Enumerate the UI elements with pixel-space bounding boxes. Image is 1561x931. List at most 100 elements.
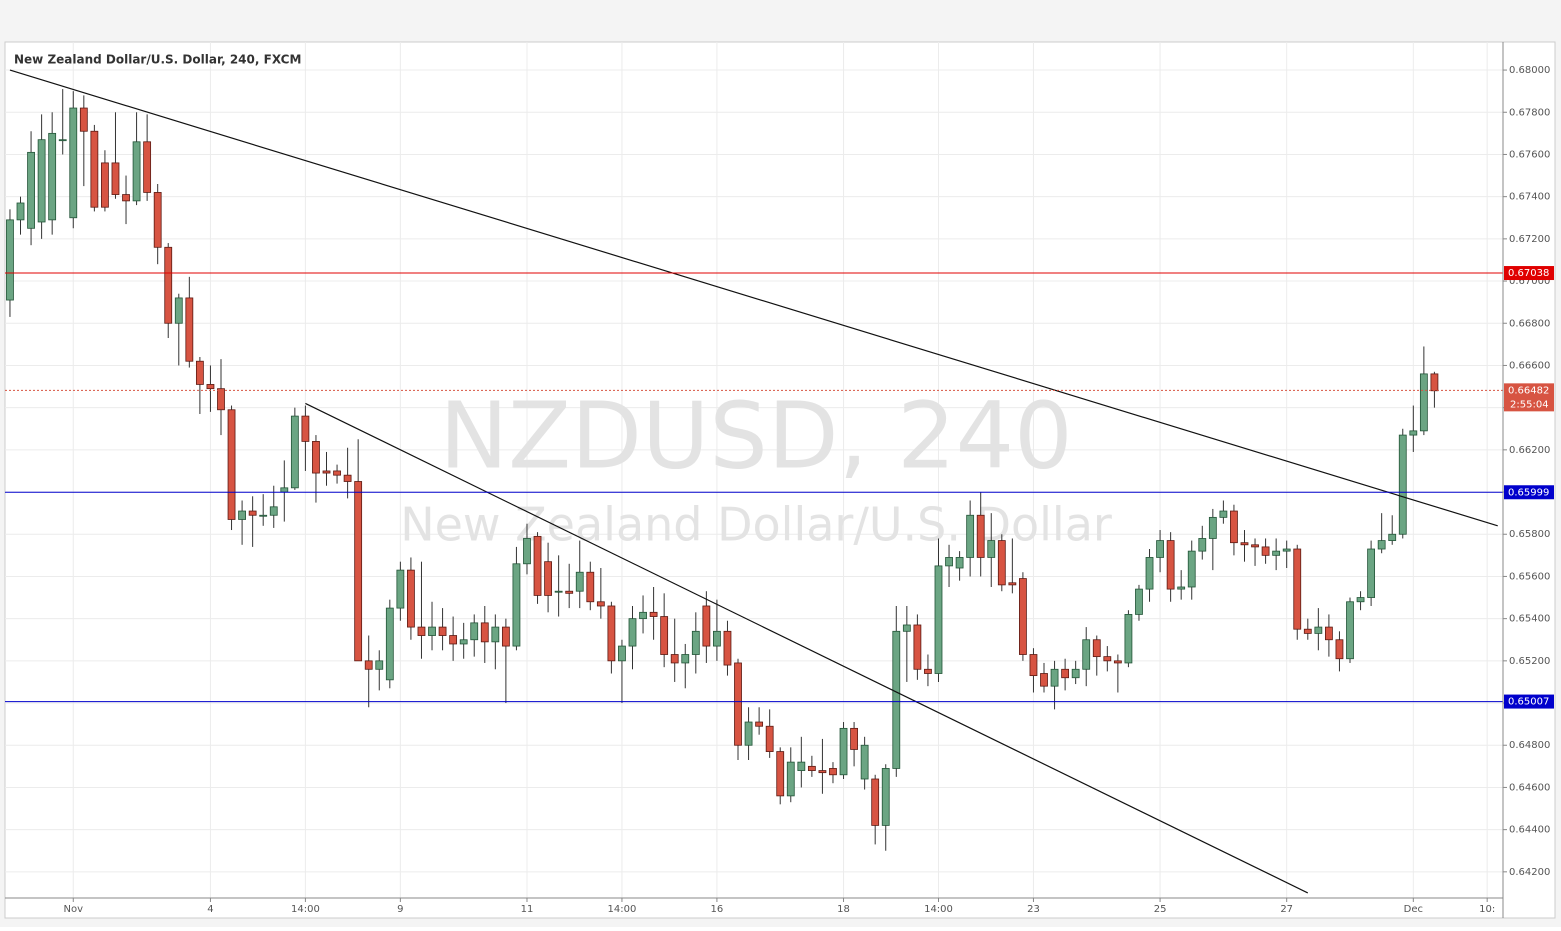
candle-body xyxy=(797,761,806,771)
candle-body xyxy=(1367,548,1376,598)
candle-body xyxy=(966,514,975,558)
candle-body xyxy=(512,563,521,647)
y-tick-label: 0.64400 xyxy=(1509,825,1550,836)
current-price-bg xyxy=(1504,383,1554,412)
candle-body xyxy=(1419,373,1428,432)
candle-body xyxy=(396,569,405,609)
level-label-bg xyxy=(1504,485,1554,500)
x-tick-label: 27 xyxy=(1280,904,1293,915)
candle-body xyxy=(333,470,341,476)
candle-body xyxy=(407,569,415,628)
candle-body xyxy=(1261,546,1270,556)
candle-body xyxy=(37,139,46,223)
candle-body xyxy=(1324,626,1333,641)
candle-body xyxy=(290,415,299,489)
candle-body xyxy=(533,535,542,596)
candle-body xyxy=(776,751,785,797)
candle-body xyxy=(913,624,922,670)
candle-body xyxy=(1145,557,1154,590)
candle-body xyxy=(1082,639,1091,670)
candle-body xyxy=(1050,668,1059,687)
y-tick-label: 0.67000 xyxy=(1509,276,1550,287)
candle-body xyxy=(734,662,742,746)
candle-body xyxy=(470,622,479,641)
candle-body xyxy=(1303,628,1312,634)
candle-body xyxy=(111,162,120,195)
candle-body xyxy=(829,768,837,776)
candle-body xyxy=(523,538,531,565)
candle-body xyxy=(312,441,320,474)
candle-body xyxy=(902,624,911,632)
candle-body xyxy=(596,601,605,607)
candle-body xyxy=(871,778,880,826)
candle-body xyxy=(343,474,352,482)
y-tick-label: 0.64200 xyxy=(1509,867,1550,878)
y-tick-label: 0.65400 xyxy=(1509,614,1550,625)
candle-body xyxy=(554,590,563,593)
candle-body xyxy=(1430,373,1439,392)
candle-body xyxy=(1219,510,1228,518)
candle-body xyxy=(48,132,57,221)
candle-body xyxy=(1409,430,1418,436)
candle-body xyxy=(850,727,858,750)
candle-body xyxy=(607,605,616,662)
candle-body xyxy=(713,630,721,647)
y-tick-label: 0.67800 xyxy=(1509,107,1550,118)
current-price-label: 0.66482 xyxy=(1508,385,1549,396)
candle-body xyxy=(6,219,14,301)
y-tick-label: 0.66200 xyxy=(1509,445,1550,456)
candle-body xyxy=(1187,550,1196,588)
candle-body xyxy=(164,246,173,324)
candle-body xyxy=(818,770,827,774)
y-tick-label: 0.67400 xyxy=(1509,192,1550,203)
level-label: 0.67038 xyxy=(1508,268,1549,279)
trend-line xyxy=(9,69,1498,527)
candle-body xyxy=(1272,550,1281,556)
candle-body xyxy=(649,611,658,617)
candle-body xyxy=(881,768,890,826)
candle-body xyxy=(174,297,183,324)
level-label-bg xyxy=(1504,694,1554,709)
candle-body xyxy=(132,141,141,202)
watermark: NZDUSD, 240 xyxy=(439,382,1072,489)
x-tick-label: 4 xyxy=(207,904,213,915)
candle-body xyxy=(660,616,669,655)
candle-body xyxy=(1040,673,1048,687)
candle-body xyxy=(1124,614,1133,664)
candle-body xyxy=(723,630,732,666)
candle-body xyxy=(428,626,436,636)
x-tick-label: 11 xyxy=(521,904,534,915)
candle-body xyxy=(744,721,753,746)
candle-body xyxy=(385,607,394,681)
x-tick-label: Dec xyxy=(1404,904,1423,915)
candle-body xyxy=(1388,533,1397,541)
candle-body xyxy=(1346,601,1354,660)
candle-body xyxy=(227,409,236,520)
trend-line xyxy=(305,402,1309,894)
candle-body xyxy=(1208,516,1217,539)
candle-body xyxy=(259,514,268,517)
candle-body xyxy=(860,744,869,780)
candle-body xyxy=(987,540,996,558)
candle-body xyxy=(639,611,647,620)
y-tick-label: 0.67200 xyxy=(1509,234,1550,245)
candle-body xyxy=(1135,588,1143,615)
candle-body xyxy=(27,151,35,229)
candle-body xyxy=(618,645,626,662)
candle-body xyxy=(924,668,932,674)
y-tick-label: 0.64600 xyxy=(1509,782,1550,793)
y-tick-label: 0.64800 xyxy=(1509,740,1550,751)
candle-body xyxy=(670,654,679,664)
candle-body xyxy=(1156,540,1164,558)
candle-body xyxy=(459,639,468,645)
candle-body xyxy=(1251,544,1259,548)
candle-body xyxy=(90,130,99,208)
candle-body xyxy=(449,635,458,645)
candle-body xyxy=(1335,639,1344,660)
candle-body xyxy=(501,626,510,647)
candle-body xyxy=(280,487,289,493)
candle-body xyxy=(1240,542,1249,546)
y-tick-label: 0.65800 xyxy=(1509,529,1550,540)
candle-body xyxy=(1071,668,1080,679)
candle-body xyxy=(491,626,500,643)
